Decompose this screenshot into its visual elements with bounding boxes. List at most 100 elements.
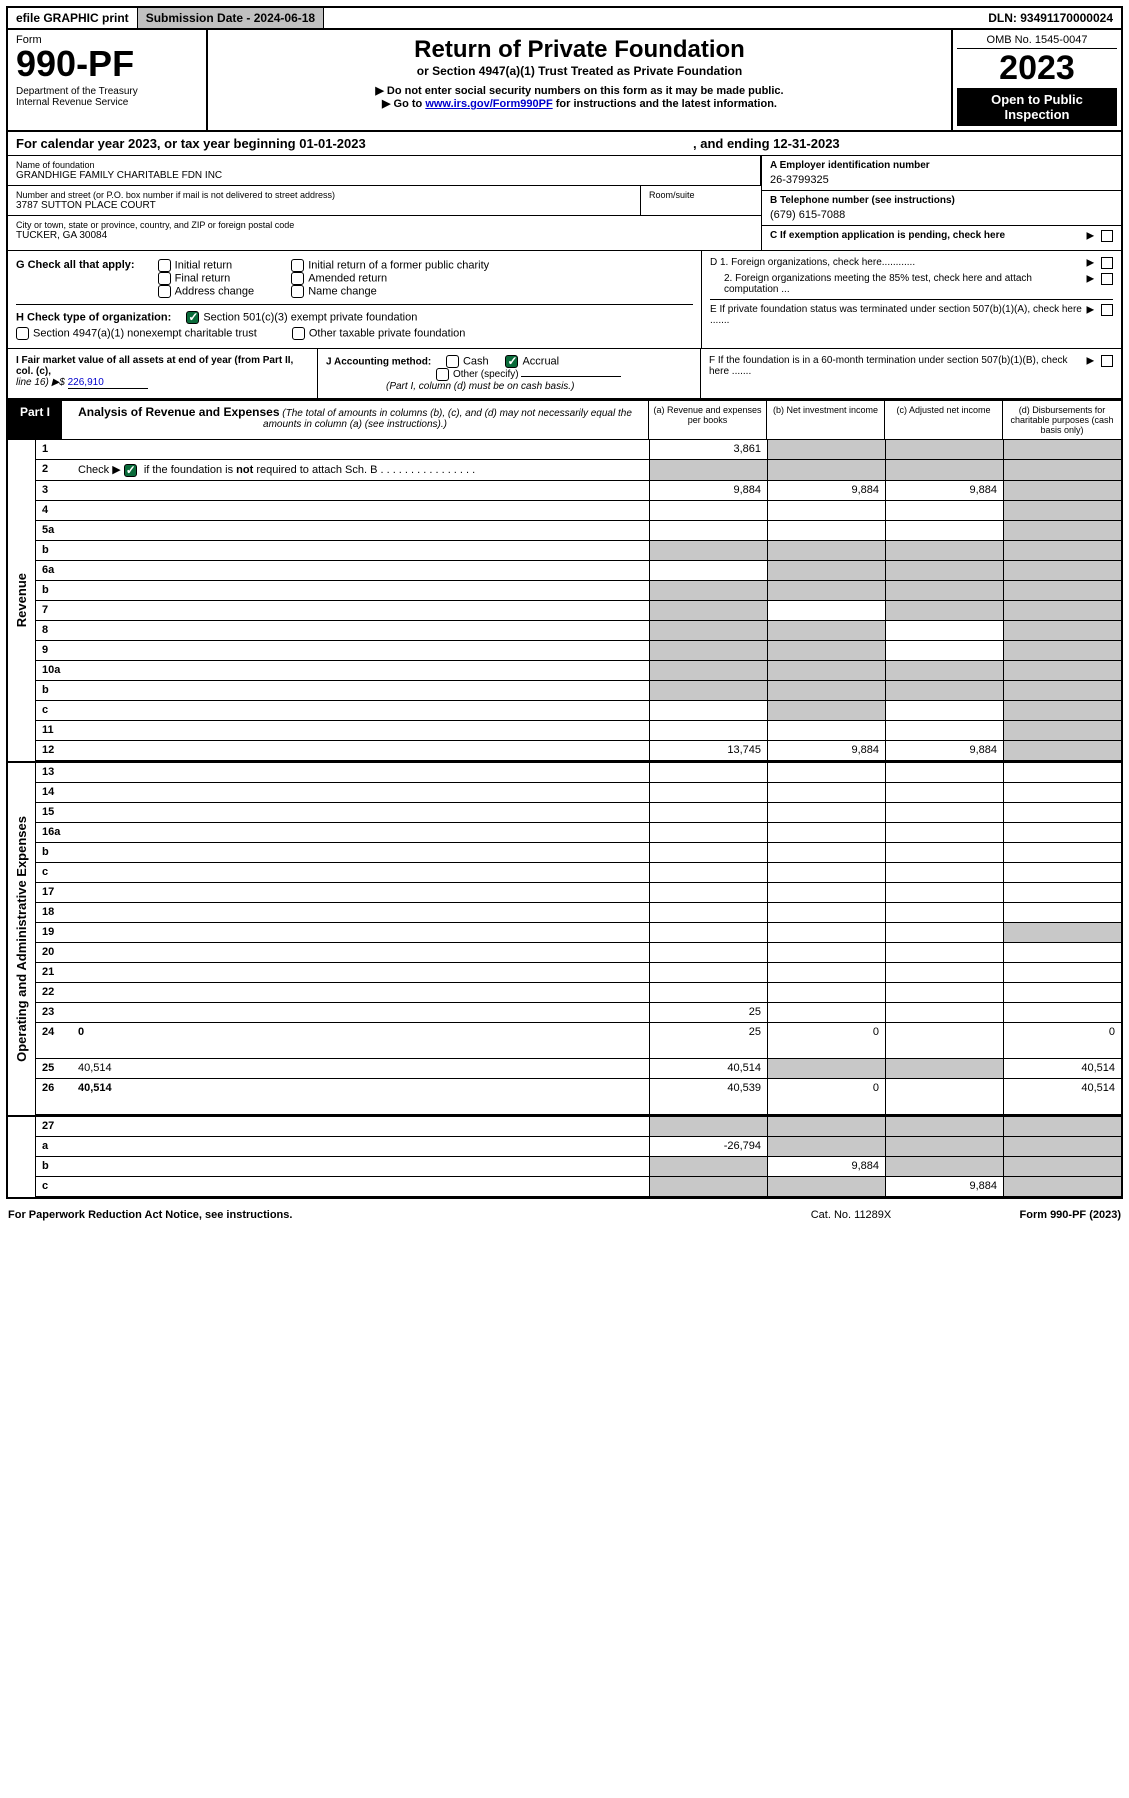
tel-label: B Telephone number (see instructions) [770, 195, 1113, 206]
table-row: c [36, 701, 1121, 721]
j-accrual-checkbox[interactable] [505, 355, 518, 368]
col-b-value [767, 621, 885, 640]
schb-checkbox[interactable] [124, 464, 137, 477]
col-c-value [885, 641, 1003, 660]
revenue-section: Revenue 13,8612Check ▶ if the foundation… [8, 440, 1121, 761]
col-b-value [767, 1003, 885, 1022]
f-checkbox[interactable] [1101, 355, 1113, 367]
h-501c3-checkbox[interactable] [186, 311, 199, 324]
col-c-value [885, 1117, 1003, 1136]
g-address-checkbox[interactable] [158, 285, 171, 298]
col-b-value [767, 823, 885, 842]
line-number: 18 [36, 903, 74, 922]
j-cash-checkbox[interactable] [446, 355, 459, 368]
line-number: c [36, 701, 74, 720]
col-a-header: (a) Revenue and expenses per books [649, 401, 767, 439]
line-number: b [36, 541, 74, 560]
table-row: 22 [36, 983, 1121, 1003]
table-row: 2325 [36, 1003, 1121, 1023]
dln: DLN: 93491170000024 [980, 8, 1121, 28]
col-d-value: 40,514 [1003, 1079, 1121, 1114]
omb: OMB No. 1545-0047 [957, 34, 1117, 49]
col-d-value [1003, 923, 1121, 942]
col-a-value [649, 641, 767, 660]
col-d-value [1003, 823, 1121, 842]
col-b-value [767, 501, 885, 520]
g-initial-public-checkbox[interactable] [291, 259, 304, 272]
table-row: 20 [36, 943, 1121, 963]
col-d-value [1003, 1157, 1121, 1176]
line-number: b [36, 681, 74, 700]
line-description [74, 963, 649, 982]
line-description [74, 581, 649, 600]
e-checkbox[interactable] [1101, 304, 1113, 316]
line-description [74, 883, 649, 902]
table-row: b9,884 [36, 1157, 1121, 1177]
line-number: 9 [36, 641, 74, 660]
line-number: 17 [36, 883, 74, 902]
h-4947-checkbox[interactable] [16, 327, 29, 340]
col-b-value [767, 883, 885, 902]
line-number: 8 [36, 621, 74, 640]
form-note-1: ▶ Do not enter social security numbers o… [214, 84, 945, 97]
line-description [74, 501, 649, 520]
line-description [74, 943, 649, 962]
line-number: 12 [36, 741, 74, 760]
g-initial-checkbox[interactable] [158, 259, 171, 272]
col-d-value: 40,514 [1003, 1059, 1121, 1078]
line-number: 26 [36, 1079, 74, 1114]
col-d-value [1003, 440, 1121, 459]
line-description [74, 521, 649, 540]
col-c-value [885, 621, 1003, 640]
col-d-value [1003, 1003, 1121, 1022]
table-row: 11 [36, 721, 1121, 741]
d2-checkbox[interactable] [1101, 273, 1113, 285]
j-other-checkbox[interactable] [436, 368, 449, 381]
c-checkbox[interactable] [1101, 230, 1113, 242]
col-b-value [767, 721, 885, 740]
g-amended-checkbox[interactable] [291, 272, 304, 285]
col-c-value [885, 460, 1003, 480]
line-description [74, 681, 649, 700]
col-a-value [649, 541, 767, 560]
col-c-value [885, 1079, 1003, 1114]
table-row: 27 [36, 1117, 1121, 1137]
g-final-checkbox[interactable] [158, 272, 171, 285]
col-b-value [767, 923, 885, 942]
addr-label: Number and street (or P.O. box number if… [16, 190, 632, 200]
line-number: 15 [36, 803, 74, 822]
col-a-value [649, 863, 767, 882]
part1-sub: (The total of amounts in columns (b), (c… [263, 408, 632, 430]
line-description [74, 561, 649, 580]
col-b-value: 0 [767, 1079, 885, 1114]
col-d-value [1003, 681, 1121, 700]
line-number: b [36, 581, 74, 600]
open-public: Open to Public Inspection [957, 88, 1117, 126]
col-c-value [885, 823, 1003, 842]
col-a-value [649, 1117, 767, 1136]
form-container: efile GRAPHIC print Submission Date - 20… [6, 6, 1123, 1199]
g-name-checkbox[interactable] [291, 285, 304, 298]
table-row: b [36, 581, 1121, 601]
room-label: Room/suite [649, 190, 753, 200]
part1-header-row: Part I Analysis of Revenue and Expenses … [8, 400, 1121, 440]
checks-left: G Check all that apply: Initial return F… [8, 251, 701, 348]
col-c-value [885, 803, 1003, 822]
table-row: 19 [36, 923, 1121, 943]
col-d-value [1003, 621, 1121, 640]
h-other-checkbox[interactable] [292, 327, 305, 340]
irs-link[interactable]: www.irs.gov/Form990PF [425, 98, 552, 110]
table-row: b [36, 843, 1121, 863]
col-c-value: 9,884 [885, 1177, 1003, 1196]
table-row: 17 [36, 883, 1121, 903]
col-a-value: 40,514 [649, 1059, 767, 1078]
line-description [74, 701, 649, 720]
col-c-value [885, 661, 1003, 680]
col-a-value [649, 903, 767, 922]
d1-checkbox[interactable] [1101, 257, 1113, 269]
table-row: 13,861 [36, 440, 1121, 460]
page-footer: For Paperwork Reduction Act Notice, see … [0, 1205, 1129, 1225]
col-b-value [767, 601, 885, 620]
table-row: c [36, 863, 1121, 883]
col-a-value [649, 521, 767, 540]
